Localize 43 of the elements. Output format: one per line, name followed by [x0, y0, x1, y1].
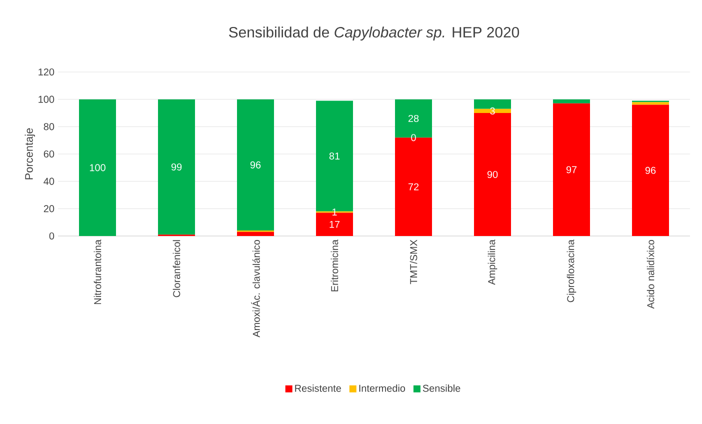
data-label: 72 — [408, 183, 419, 190]
chart-title: Sensibilidad de Capylobacter sp. HEP 2020 — [229, 26, 520, 40]
x-tick-label: Ciprofloxacina — [566, 240, 576, 302]
bar — [632, 102, 670, 105]
x-tick-label: Amoxi/Ác. clavulánico — [251, 240, 260, 338]
data-label: 81 — [329, 152, 340, 160]
x-tick-label: TMT/SMX — [410, 240, 418, 284]
y-axis-title: Porcentaje — [24, 128, 36, 180]
y-tick-label: 100 — [38, 96, 54, 103]
x-tick-label: Nitrofurantoina — [94, 240, 102, 304]
bar — [474, 108, 512, 113]
bar — [237, 99, 274, 231]
legend-label: Intermedio — [359, 384, 406, 392]
y-tick-label: 60 — [44, 150, 54, 158]
y-tick-label: 80 — [44, 123, 54, 130]
y-tick-label: 20 — [44, 205, 54, 212]
data-label: 99 — [171, 163, 182, 171]
data-label: 1 — [332, 208, 337, 216]
x-tick-label: Eritromicina — [330, 240, 338, 292]
y-tick-label: 120 — [38, 68, 54, 76]
bar — [553, 99, 590, 104]
bar — [553, 103, 590, 236]
legend-label: Sensible — [422, 384, 460, 392]
bar — [158, 99, 196, 235]
data-label: 97 — [566, 166, 577, 174]
y-tick-label: 0 — [49, 232, 54, 240]
x-tick-label: Acido nalidíxico — [646, 240, 654, 309]
y-tick-label: 40 — [44, 178, 54, 185]
bar — [632, 104, 670, 236]
data-label: 90 — [487, 170, 498, 178]
data-label: 96 — [645, 166, 656, 174]
x-tick-label: Ampicilina — [488, 240, 498, 285]
data-label: 17 — [330, 220, 340, 228]
x-tick-label: Cloranfenicol — [172, 240, 180, 298]
bar — [79, 99, 116, 236]
data-label: 100 — [90, 164, 106, 172]
bar — [474, 99, 512, 109]
data-label: 3 — [490, 107, 495, 114]
legend-label: Resistente — [295, 384, 341, 392]
data-label: 96 — [250, 161, 261, 168]
data-label: 28 — [408, 114, 419, 122]
bar — [237, 232, 274, 236]
bar — [474, 113, 512, 236]
